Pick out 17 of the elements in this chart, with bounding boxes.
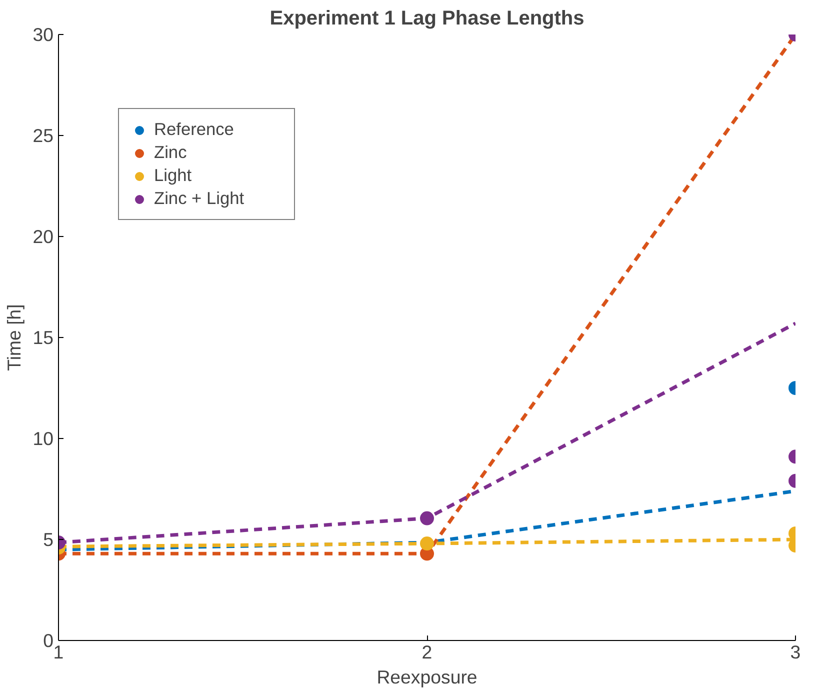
y-tick-label: 15 xyxy=(32,327,54,348)
y-tick-label: 20 xyxy=(32,226,54,247)
legend-label: Zinc + Light xyxy=(154,188,246,209)
x-tick-label: 1 xyxy=(53,642,64,662)
legend-label: Reference xyxy=(154,119,235,140)
y-tick-label: 5 xyxy=(43,529,54,550)
x-tick-label: 2 xyxy=(422,642,432,662)
legend-label: Light xyxy=(154,165,193,186)
y-tick-label: 25 xyxy=(32,125,54,146)
chart-title: Experiment 1 Lag Phase Lengths xyxy=(270,8,584,30)
y-tick-label: 10 xyxy=(32,428,54,449)
legend-label: Zinc xyxy=(154,142,188,163)
x-tick-label: 3 xyxy=(790,642,801,662)
y-tick-label: 0 xyxy=(43,630,54,651)
y-tick-label: 30 xyxy=(32,24,54,45)
y-axis-title: Time [h] xyxy=(4,304,25,371)
x-axis-title: Reexposure xyxy=(376,666,478,688)
